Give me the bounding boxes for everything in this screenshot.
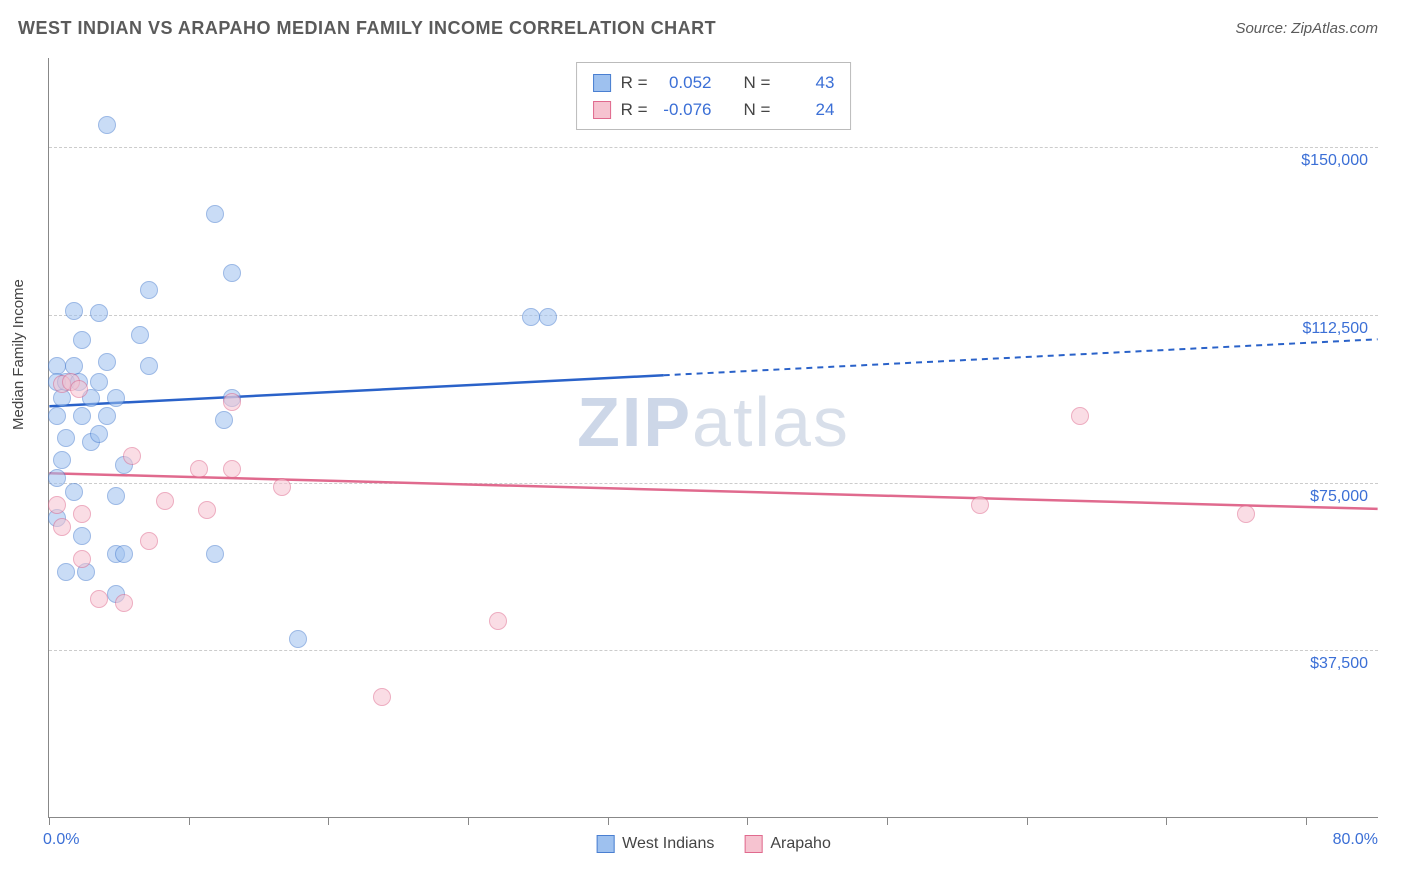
data-point <box>98 353 116 371</box>
data-point <box>223 460 241 478</box>
x-tick <box>608 817 609 825</box>
data-point <box>73 407 91 425</box>
data-point <box>971 496 989 514</box>
data-point <box>57 563 75 581</box>
data-point <box>73 527 91 545</box>
legend-swatch-icon <box>596 835 614 853</box>
n-value: 24 <box>780 96 834 123</box>
y-axis-label: Median Family Income <box>10 279 27 430</box>
legend-label: Arapaho <box>770 835 831 853</box>
source-attribution: Source: ZipAtlas.com <box>1235 20 1378 37</box>
y-tick-label: $37,500 <box>1310 655 1368 673</box>
correlation-stats-box: R = 0.052 N = 43 R = -0.076 N = 24 <box>576 62 852 130</box>
gridline <box>49 650 1378 651</box>
x-tick <box>887 817 888 825</box>
data-point <box>215 411 233 429</box>
data-point <box>131 326 149 344</box>
data-point <box>98 407 116 425</box>
r-value: -0.076 <box>658 96 712 123</box>
legend-swatch-icon <box>744 835 762 853</box>
gridline <box>49 483 1378 484</box>
data-point <box>53 518 71 536</box>
data-point <box>198 501 216 519</box>
data-point <box>206 205 224 223</box>
data-point <box>65 483 83 501</box>
data-point <box>140 532 158 550</box>
data-point <box>206 545 224 563</box>
series-swatch-icon <box>593 101 611 119</box>
data-point <box>90 425 108 443</box>
r-value: 0.052 <box>658 69 712 96</box>
data-point <box>73 550 91 568</box>
data-point <box>1071 407 1089 425</box>
legend-item: West Indians <box>596 835 714 853</box>
data-point <box>48 469 66 487</box>
trend-lines <box>49 58 1378 817</box>
data-point <box>48 407 66 425</box>
data-point <box>107 487 125 505</box>
data-point <box>190 460 208 478</box>
x-axis-max-label: 80.0% <box>1333 831 1378 849</box>
data-point <box>70 380 88 398</box>
data-point <box>140 281 158 299</box>
chart-header: WEST INDIAN VS ARAPAHO MEDIAN FAMILY INC… <box>0 0 1406 49</box>
data-point <box>98 116 116 134</box>
watermark: ZIPatlas <box>577 382 850 462</box>
data-point <box>223 264 241 282</box>
data-point <box>539 308 557 326</box>
series-swatch-icon <box>593 74 611 92</box>
data-point <box>373 688 391 706</box>
data-point <box>53 451 71 469</box>
legend: West Indians Arapaho <box>596 835 831 853</box>
x-tick <box>328 817 329 825</box>
data-point <box>90 304 108 322</box>
x-tick <box>468 817 469 825</box>
data-point <box>289 630 307 648</box>
data-point <box>156 492 174 510</box>
x-tick <box>1166 817 1167 825</box>
data-point <box>107 389 125 407</box>
x-tick <box>1306 817 1307 825</box>
legend-item: Arapaho <box>744 835 831 853</box>
x-tick <box>747 817 748 825</box>
legend-label: West Indians <box>622 835 714 853</box>
x-tick <box>1027 817 1028 825</box>
x-tick <box>189 817 190 825</box>
data-point <box>123 447 141 465</box>
y-tick-label: $112,500 <box>1302 320 1368 338</box>
scatter-chart: ZIPatlas $37,500$75,000$112,500$150,000 … <box>48 58 1378 818</box>
stats-row: R = 0.052 N = 43 <box>593 69 835 96</box>
data-point <box>115 545 133 563</box>
data-point <box>73 505 91 523</box>
gridline <box>49 147 1378 148</box>
stats-row: R = -0.076 N = 24 <box>593 96 835 123</box>
data-point <box>223 393 241 411</box>
n-value: 43 <box>780 69 834 96</box>
x-tick <box>49 817 50 825</box>
data-point <box>90 590 108 608</box>
y-tick-label: $150,000 <box>1301 152 1368 170</box>
data-point <box>115 594 133 612</box>
y-tick-label: $75,000 <box>1310 488 1368 506</box>
data-point <box>73 331 91 349</box>
data-point <box>489 612 507 630</box>
data-point <box>522 308 540 326</box>
data-point <box>48 496 66 514</box>
data-point <box>1237 505 1255 523</box>
data-point <box>140 357 158 375</box>
x-axis-min-label: 0.0% <box>43 831 79 849</box>
gridline <box>49 315 1378 316</box>
chart-title: WEST INDIAN VS ARAPAHO MEDIAN FAMILY INC… <box>18 18 716 39</box>
data-point <box>273 478 291 496</box>
data-point <box>65 302 83 320</box>
data-point <box>57 429 75 447</box>
